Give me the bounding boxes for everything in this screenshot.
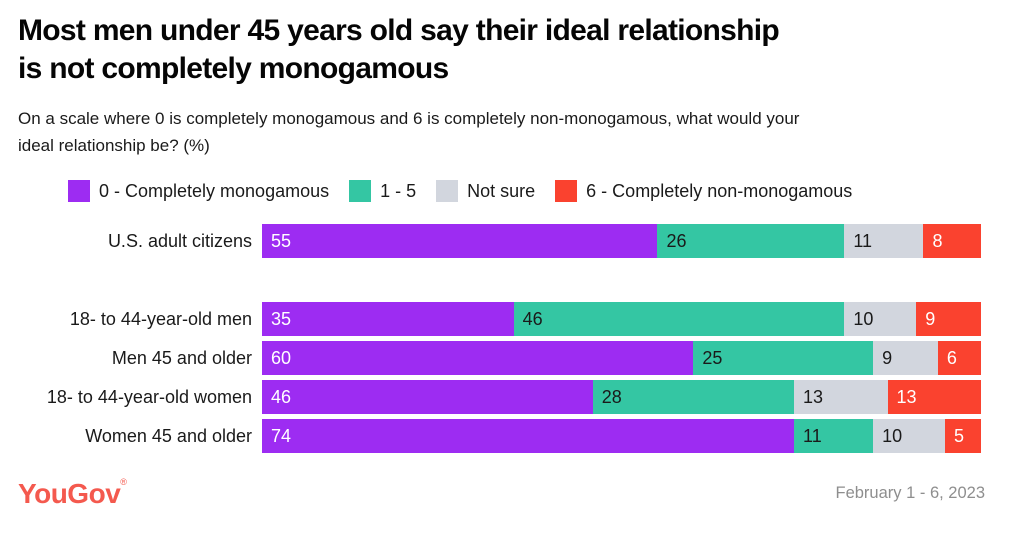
category-label: 18- to 44-year-old men [69, 308, 252, 329]
bar-value: 10 [853, 308, 874, 329]
legend-item: 0 - Completely monogamous [68, 180, 329, 202]
bar-segment: 46 [262, 380, 593, 414]
bar-segment: 5 [945, 419, 981, 453]
chart-row: 18- to 44-year-old men 35 46 10 9 [0, 302, 1024, 336]
bar-value: 8 [932, 230, 943, 251]
bar-value: 46 [522, 308, 543, 329]
bar-segment: 35 [262, 302, 514, 336]
legend-label: 1 - 5 [380, 180, 417, 201]
page-title-line: Most men under 45 years old say their id… [18, 14, 780, 47]
legend-item: 6 - Completely non-monogamous [555, 180, 852, 202]
page-title-line: is not completely monogamous [18, 52, 449, 85]
bar-value: 74 [271, 425, 292, 446]
bar-value: 11 [853, 230, 873, 251]
chart-row: Women 45 and older 74 11 10 5 [0, 419, 1024, 453]
bar-segment: 60 [262, 341, 694, 375]
fieldwork-date-range: February 1 - 6, 2023 [835, 484, 986, 502]
yougov-logo: YouGov® [18, 477, 127, 510]
bar-segment: 26 [657, 224, 845, 258]
legend-item: Not sure [436, 180, 535, 202]
legend-label: Not sure [467, 180, 536, 201]
legend-item: 1 - 5 [349, 180, 416, 202]
bar-segment: 10 [873, 419, 946, 453]
bar-value: 9 [882, 347, 893, 368]
stacked-bar-chart: U.S. adult citizens 55 26 11 8 18- to 44-year… [0, 224, 1024, 453]
legend-label: 6 - Completely non-monogamous [586, 180, 853, 201]
chart-row: U.S. adult citizens 55 26 11 8 [0, 224, 1024, 258]
stacked-bar: 55 26 11 8 [262, 224, 981, 258]
chart-subtitle-line: On a scale where 0 is completely monogam… [18, 109, 800, 128]
bar-segment: 10 [844, 302, 917, 336]
chart-legend: 0 - Completely monogamous 1 - 5 Not sure 6 … [68, 180, 1024, 202]
bar-value: 35 [271, 308, 292, 329]
bar-segment: 74 [262, 419, 795, 453]
bar-value: 13 [896, 386, 917, 407]
bar-segment: 13 [794, 380, 888, 414]
bar-value: 60 [271, 347, 292, 368]
chart-subtitle-line: ideal relationship be? (%) [18, 136, 210, 155]
bar-value: 11 [803, 425, 822, 446]
bar-segment: 55 [262, 224, 658, 258]
bar-value: 9 [925, 308, 936, 329]
bar-value: 5 [954, 425, 965, 446]
bar-value: 13 [803, 386, 824, 407]
bar-value: 28 [601, 386, 622, 407]
bar-segment: 8 [923, 224, 981, 258]
bar-value: 25 [702, 347, 723, 368]
category-label: U.S. adult citizens [107, 230, 252, 251]
yougov-logo-text: YouGov [18, 478, 121, 509]
stacked-bar: 35 46 10 9 [262, 302, 981, 336]
chart-row: Men 45 and older 60 25 9 6 [0, 341, 1024, 375]
bar-segment: 25 [693, 341, 874, 375]
legend-swatch-icon [555, 180, 578, 202]
bar-segment: 9 [873, 341, 938, 375]
bar-segment: 28 [592, 380, 795, 414]
bar-segment: 6 [937, 341, 981, 375]
stacked-bar: 60 25 9 6 [262, 341, 981, 375]
legend-swatch-icon [349, 180, 372, 202]
legend-swatch-icon [436, 180, 459, 202]
category-label: Men 45 and older [111, 347, 252, 368]
bar-value: 26 [666, 230, 687, 251]
page-title: Most men under 45 years old say their id… [18, 12, 1004, 88]
legend-swatch-icon [68, 180, 90, 202]
chart-subtitle: On a scale where 0 is completely monogam… [18, 105, 1004, 159]
stacked-bar: 74 11 10 5 [262, 419, 981, 453]
bar-segment: 11 [844, 224, 924, 258]
bar-segment: 9 [916, 302, 981, 336]
bar-value: 46 [271, 386, 292, 407]
chart-row: 18- to 44-year-old women 46 28 13 13 [0, 380, 1024, 414]
bar-value: 6 [946, 347, 957, 368]
bar-value: 55 [271, 230, 292, 251]
stacked-bar: 46 28 13 13 [262, 380, 981, 414]
category-label: 18- to 44-year-old women [46, 386, 252, 407]
registered-trademark-icon: ® [120, 477, 127, 487]
legend-label: 0 - Completely monogamous [99, 180, 330, 201]
bar-value: 10 [882, 425, 903, 446]
bar-segment: 11 [794, 419, 874, 453]
chart-footer: YouGov® February 1 - 6, 2023 [18, 478, 985, 510]
chart-header: Most men under 45 years old say their id… [0, 0, 1024, 159]
bar-segment: 46 [513, 302, 845, 336]
bar-segment: 13 [887, 380, 981, 414]
category-label: Women 45 and older [85, 425, 252, 446]
